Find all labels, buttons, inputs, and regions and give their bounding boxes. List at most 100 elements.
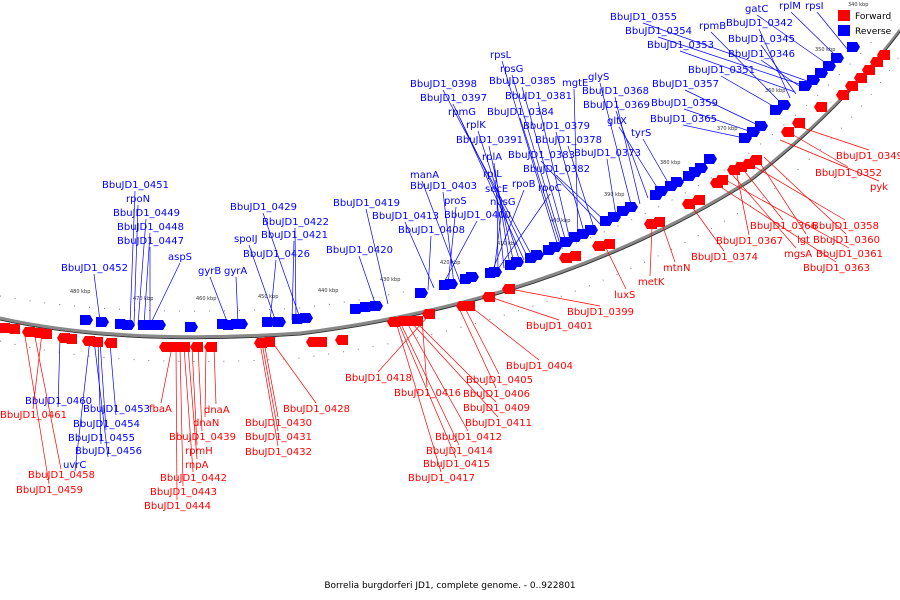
reverse-gene-25 xyxy=(585,225,598,235)
forward-label-bbujd1-0412: BbuJD1_0412 xyxy=(435,432,502,443)
reverse-label-gyra: gyrA xyxy=(224,266,247,277)
reverse-label-bbujd1-0456: BbuJD1_0456 xyxy=(75,446,142,457)
forward-gene-27 xyxy=(422,309,435,319)
reverse-gene-22 xyxy=(608,212,621,222)
reverse-label-nusg: nusG xyxy=(490,197,516,208)
reverse-label-rpob: rpoB xyxy=(512,179,536,190)
reverse-leader-rpla xyxy=(493,162,511,267)
reverse-leader-bbujd1-0391 xyxy=(488,145,515,265)
forward-leader-bbujd1-0366 xyxy=(741,167,784,221)
tick-label-430-kbp: 430 kbp xyxy=(380,277,400,283)
reverse-leader-bbujd1-0455 xyxy=(97,339,102,445)
forward-leader-dnan xyxy=(204,346,207,418)
forward-leader-bbujd1-0444 xyxy=(175,346,178,501)
reverse-gene-28 xyxy=(549,242,562,252)
forward-label-bbujd1-0399: BbuJD1_0399 xyxy=(567,307,634,318)
reverse-leader-bbujd1-0373 xyxy=(606,158,617,217)
reverse-label-bbujd1-0346: BbuJD1_0346 xyxy=(728,49,795,60)
forward-leader-pyk xyxy=(779,139,880,182)
reverse-label-bbujd1-0447: BbuJD1_0447 xyxy=(117,236,184,247)
reverse-leader-bbujd1-0429 xyxy=(262,212,301,319)
reverse-label-bbujd1-0426: BbuJD1_0426 xyxy=(243,249,310,260)
forward-label-bbujd1-0411: BbuJD1_0411 xyxy=(465,418,532,429)
forward-label-pyk: pyk xyxy=(870,182,888,193)
reverse-gene-48 xyxy=(235,319,248,329)
forward-leader-metk xyxy=(649,225,653,277)
gene-arrows xyxy=(0,42,890,352)
reverse-label-bbujd1-0353: BbuJD1_0353 xyxy=(647,40,714,51)
reverse-gene-51 xyxy=(185,322,198,332)
reverse-leader-bbujd1-0456 xyxy=(93,339,109,458)
reverse-label-bbujd1-0453: BbuJD1_0453 xyxy=(83,404,150,415)
forward-label-bbujd1-0416: BbuJD1_0416 xyxy=(394,388,461,399)
reverse-label-bbujd1-0365: BbuJD1_0365 xyxy=(650,114,717,125)
forward-gene-44 xyxy=(82,336,95,346)
reverse-label-rplk: rplK xyxy=(466,120,486,131)
forward-leader-bbujd1-0442 xyxy=(183,346,194,473)
reverse-label-rpoc: rpoC xyxy=(538,183,562,194)
forward-leader-bbujd1-0360 xyxy=(763,156,847,235)
reverse-leader-bbujd1-0384 xyxy=(519,117,561,245)
reverse-label-bbujd1-0354: BbuJD1_0354 xyxy=(625,26,692,37)
reverse-leader-bbujd1-0355 xyxy=(642,22,811,83)
reverse-label-bbujd1-0403: BbuJD1_0403 xyxy=(410,181,477,192)
reverse-label-bbujd1-0454: BbuJD1_0454 xyxy=(73,419,140,430)
reverse-label-bbujd1-0397: BbuJD1_0397 xyxy=(420,93,487,104)
reverse-label-bbujd1-0422: BbuJD1_0422 xyxy=(262,217,329,228)
reverse-leader-uvrc xyxy=(74,338,91,472)
forward-label-rpmh: rpmH xyxy=(185,446,213,457)
reverse-label-gatc: gatC xyxy=(745,4,768,15)
reverse-gene-20 xyxy=(625,202,638,212)
reverse-gene-26 xyxy=(560,237,573,247)
forward-gene-12 xyxy=(749,155,762,165)
forward-leader-bbujd1-0361 xyxy=(721,177,850,249)
reverse-gene-30 xyxy=(531,250,544,260)
legend-reverse-swatch xyxy=(838,25,850,36)
reverse-leader-bbujd1-0452 xyxy=(93,273,101,322)
reverse-label-bbujd1-0400: BbuJD1_0400 xyxy=(444,210,511,221)
reverse-leader-rpob xyxy=(491,189,525,273)
forward-gene-3 xyxy=(854,73,867,83)
reverse-gene-34 xyxy=(489,267,502,277)
forward-label-bbujd1-0458: BbuJD1_0458 xyxy=(28,470,95,481)
forward-label-dnan: dnaN xyxy=(193,418,219,429)
forward-label-mtnn: mtnN xyxy=(663,263,690,274)
forward-label-bbujd1-0361: BbuJD1_0361 xyxy=(816,249,883,260)
tick-label-380-kbp: 380 kbp xyxy=(660,160,680,166)
forward-label-bbujd1-0444: BbuJD1_0444 xyxy=(144,501,211,512)
forward-gene-4 xyxy=(845,81,858,91)
reverse-leader-glys xyxy=(599,82,633,209)
reverse-leader-bbujd1-0460 xyxy=(57,337,61,408)
forward-gene-5 xyxy=(836,90,849,100)
reverse-gene-41 xyxy=(350,304,363,314)
reverse-leader-bbujd1-0398 xyxy=(442,89,533,257)
forward-label-bbujd1-0439: BbuJD1_0439 xyxy=(169,432,236,443)
reverse-label-rpmb: rpmB xyxy=(699,21,726,32)
forward-leader-bbujd1-0443 xyxy=(179,346,184,487)
forward-gene-38 xyxy=(190,342,203,352)
reverse-label-bbujd1-0408: BbuJD1_0408 xyxy=(398,225,465,236)
reverse-leader-bbujd1-0400 xyxy=(441,220,478,287)
tick-label-450-kbp: 450 kbp xyxy=(258,294,278,300)
forward-gene-51 xyxy=(0,323,10,333)
reverse-gene-39 xyxy=(415,288,428,298)
forward-gene-1 xyxy=(870,57,883,67)
forward-label-bbujd1-0363: BbuJD1_0363 xyxy=(803,263,870,274)
reverse-label-bbujd1-0420: BbuJD1_0420 xyxy=(326,245,393,256)
forward-gene-41 xyxy=(159,342,172,352)
reverse-label-bbujd1-0455: BbuJD1_0455 xyxy=(68,433,135,444)
reverse-leader-rpsi xyxy=(816,11,849,51)
reverse-label-rpsi: rpsI xyxy=(805,1,824,12)
reverse-gene-56 xyxy=(122,320,135,330)
forward-label-bbujd1-0349: BbuJD1_0349 xyxy=(836,151,900,162)
forward-gene-30 xyxy=(402,316,415,326)
reverse-leader-bbujd1-0453 xyxy=(109,342,117,416)
reverse-gene-10 xyxy=(755,121,768,131)
reverse-leader-bbujd1-0403 xyxy=(442,191,455,285)
forward-leader-bbujd1-0399 xyxy=(509,288,601,307)
reverse-label-bbujd1-0421: BbuJD1_0421 xyxy=(261,230,328,241)
forward-leader-bbujd1-0415 xyxy=(397,321,457,459)
reverse-leader-bbujd1-0354 xyxy=(657,36,806,87)
